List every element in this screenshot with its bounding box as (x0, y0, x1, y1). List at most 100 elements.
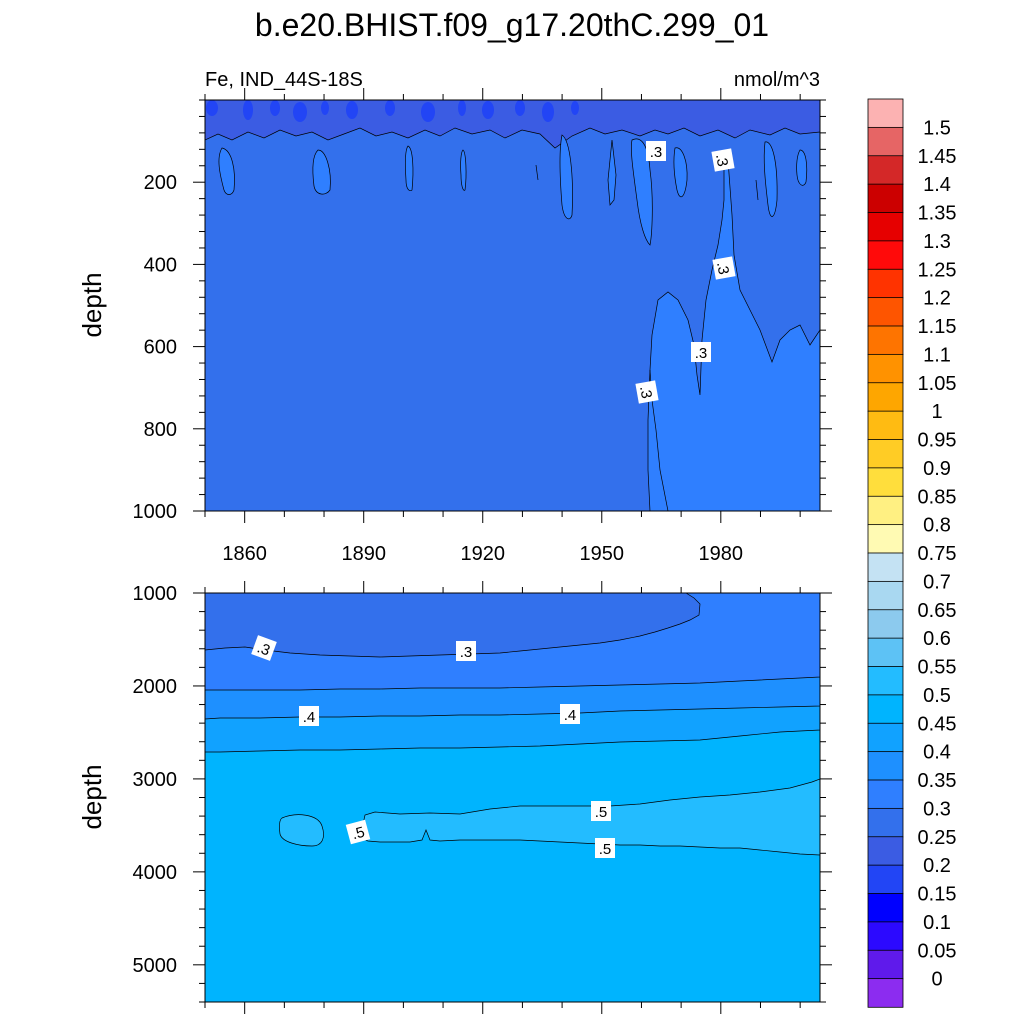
upper-contour-label: .3 (646, 141, 666, 161)
svg-text:.5: .5 (595, 804, 608, 821)
lower-ytick-label: 5000 (133, 955, 178, 977)
upper-plot-frame (204, 99, 821, 512)
upper-contour-label: .3 (691, 342, 711, 362)
colorbar-label: 0.1 (923, 912, 951, 934)
colorbar-label: 1.45 (918, 146, 957, 168)
subtitle-left: Fe, IND_44S-18S (205, 69, 363, 91)
colorbar-label: 0.5 (923, 685, 951, 707)
colorbar-label: 1.1 (923, 344, 951, 366)
colorbar-swatch (867, 637, 904, 668)
svg-text:.5: .5 (599, 841, 612, 858)
lower-ytick-label: 1000 (133, 583, 178, 605)
colorbar-swatch (867, 524, 904, 554)
colorbar-swatch (867, 609, 904, 639)
svg-text:.5: .5 (350, 824, 366, 844)
upper-03-regions (218, 134, 820, 511)
colorbar-swatch (867, 949, 904, 980)
svg-text:.3: .3 (695, 345, 708, 362)
colorbar-swatch (867, 439, 904, 469)
colorbar-label: 0.95 (918, 430, 957, 452)
svg-text:.4: .4 (303, 709, 316, 726)
lower-contour-label: .5 (345, 819, 371, 845)
colorbar-swatch (867, 268, 904, 299)
colorbar-swatch (867, 353, 904, 384)
upper-contour-label: .3 (711, 148, 735, 172)
colorbar-label: 1.35 (918, 203, 957, 225)
colorbar-swatch (867, 183, 904, 214)
colorbar-swatch (867, 297, 904, 327)
lower-blob-05 (279, 814, 324, 847)
upper-ytick-label: 600 (144, 337, 177, 359)
colorbar-label: 0.2 (923, 855, 951, 877)
svg-text:.3: .3 (255, 639, 273, 659)
colorbar-swatch (867, 807, 904, 838)
colorbar-label: 1 (931, 401, 942, 423)
colorbar-label: 0.75 (918, 543, 957, 565)
lower-region-05 (359, 778, 820, 856)
upper-ytick-label: 800 (144, 419, 177, 441)
colorbar-label: 0.4 (923, 742, 951, 764)
upper-ticks (193, 88, 832, 523)
colorbar-label: 1.5 (923, 117, 951, 139)
upper-xtick-label: 1860 (222, 543, 267, 565)
colorbar-label: 0.85 (918, 486, 957, 508)
contour-labels: .3 .3 .3 .3 .3 .3 .3 .4 .4 .5 .5 .5 (251, 141, 736, 858)
colorbar-swatch (867, 836, 904, 866)
upper-xtick-label: 1920 (460, 543, 505, 565)
colorbar-label: 0.25 (918, 827, 957, 849)
colorbar-swatch (867, 382, 904, 412)
lower-contour-label: .4 (299, 706, 319, 726)
colorbar-label: 1.2 (923, 288, 951, 310)
colorbar-label: 0.65 (918, 600, 957, 622)
colorbar-swatch (867, 212, 904, 242)
lower-ticks (193, 581, 832, 1014)
colorbar-label: 0.45 (918, 713, 957, 735)
colorbar-label: 0.3 (923, 798, 951, 820)
svg-text:.3: .3 (460, 644, 473, 661)
lower-ytick-label: 3000 (133, 769, 178, 791)
upper-ylabel: depth (77, 272, 107, 337)
upper-surface-blobs (206, 100, 579, 122)
colorbar-label: 0.7 (923, 571, 951, 593)
colorbar-label: 0.05 (918, 940, 957, 962)
colorbar-swatch (867, 126, 904, 157)
colorbar-swatch (867, 978, 904, 1008)
colorbar-swatch (867, 864, 904, 895)
colorbar-label: 1.3 (923, 231, 951, 253)
colorbar-label: 0.8 (923, 515, 951, 537)
lower-ylabel: depth (77, 764, 107, 829)
colorbar-label: 1.25 (918, 259, 957, 281)
colorbar-swatch (867, 751, 904, 781)
colorbar-swatch (867, 580, 904, 611)
colorbar-label: 0.6 (923, 628, 951, 650)
colorbar-label: 1.05 (918, 373, 957, 395)
chart-title: b.e20.BHIST.f09_g17.20thC.299_01 (255, 7, 769, 43)
upper-contour-label: .3 (635, 380, 659, 404)
colorbar-swatch (867, 694, 904, 724)
colorbar-swatch (867, 98, 904, 129)
colorbar-swatch (867, 722, 904, 753)
upper-ytick-label: 400 (144, 254, 177, 276)
colorbar-swatch (867, 552, 904, 583)
colorbar-swatch (867, 240, 904, 270)
colorbar-label: 0.55 (918, 657, 957, 679)
colorbar-swatch (867, 921, 904, 951)
lower-ytick-label: 4000 (133, 862, 178, 884)
colorbar-swatch (867, 467, 904, 497)
colorbar-swatch (867, 779, 904, 810)
lower-contour-label: .3 (456, 641, 476, 661)
lower-ytick-label: 2000 (133, 676, 178, 698)
lower-contour-label: .5 (591, 801, 611, 821)
upper-xtick-label: 1950 (580, 543, 625, 565)
svg-text:.4: .4 (564, 707, 577, 724)
colorbar-label: 0 (931, 969, 942, 991)
colorbar-swatch (867, 155, 904, 185)
lower-panel: depth (77, 581, 832, 1014)
colorbar: 1.5 1.45 1.4 1.35 1.3 1.25 1.2 1.15 1.1 1.05 1 0.95… (867, 98, 957, 1008)
svg-text:.3: .3 (712, 153, 731, 168)
lower-band-025 (205, 593, 701, 658)
upper-surface-band (205, 100, 820, 149)
lower-contour-label: .5 (595, 838, 615, 858)
upper-ytick-label: 200 (144, 172, 177, 194)
